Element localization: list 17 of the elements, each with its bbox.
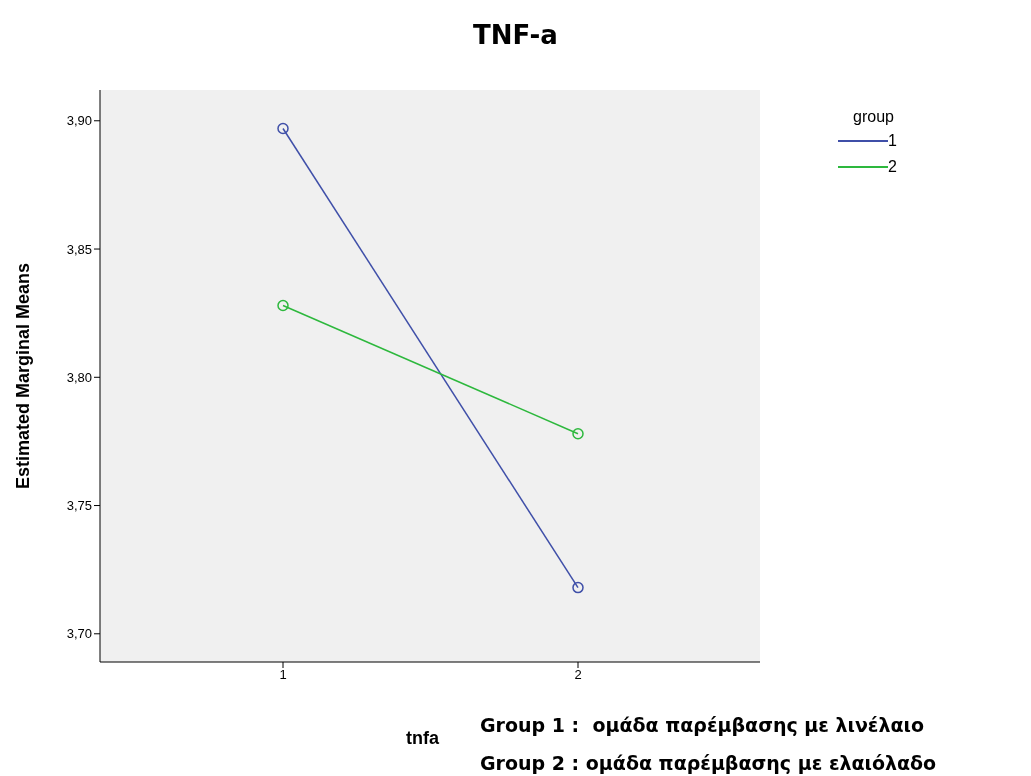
- point: [277, 299, 289, 312]
- point: [572, 427, 584, 440]
- text: Group 1 : ομάδα παρέμβασης με λινέλαιο: [480, 713, 925, 738]
- chart-title: TNF-a: [472, 20, 559, 50]
- y-tick-label: 3,80: [66, 369, 92, 385]
- y-tick-label: 3,75: [66, 498, 92, 514]
- legend-label: 1: [888, 132, 897, 150]
- point: [572, 581, 584, 594]
- point: [277, 122, 289, 135]
- y-tick-label: 3,70: [66, 626, 92, 642]
- legend-label: 2: [888, 158, 897, 176]
- x-axis-title: tnfa: [406, 728, 439, 749]
- y-axis-title: Estimated Marginal Means: [13, 262, 34, 490]
- y-tick-label: 3,85: [66, 241, 92, 257]
- text: Group 2 : ομάδα παρέμβασης με ελαιόλαδο: [480, 751, 937, 776]
- y-tick-label: 3,90: [66, 113, 92, 129]
- legend-title: group: [853, 108, 895, 126]
